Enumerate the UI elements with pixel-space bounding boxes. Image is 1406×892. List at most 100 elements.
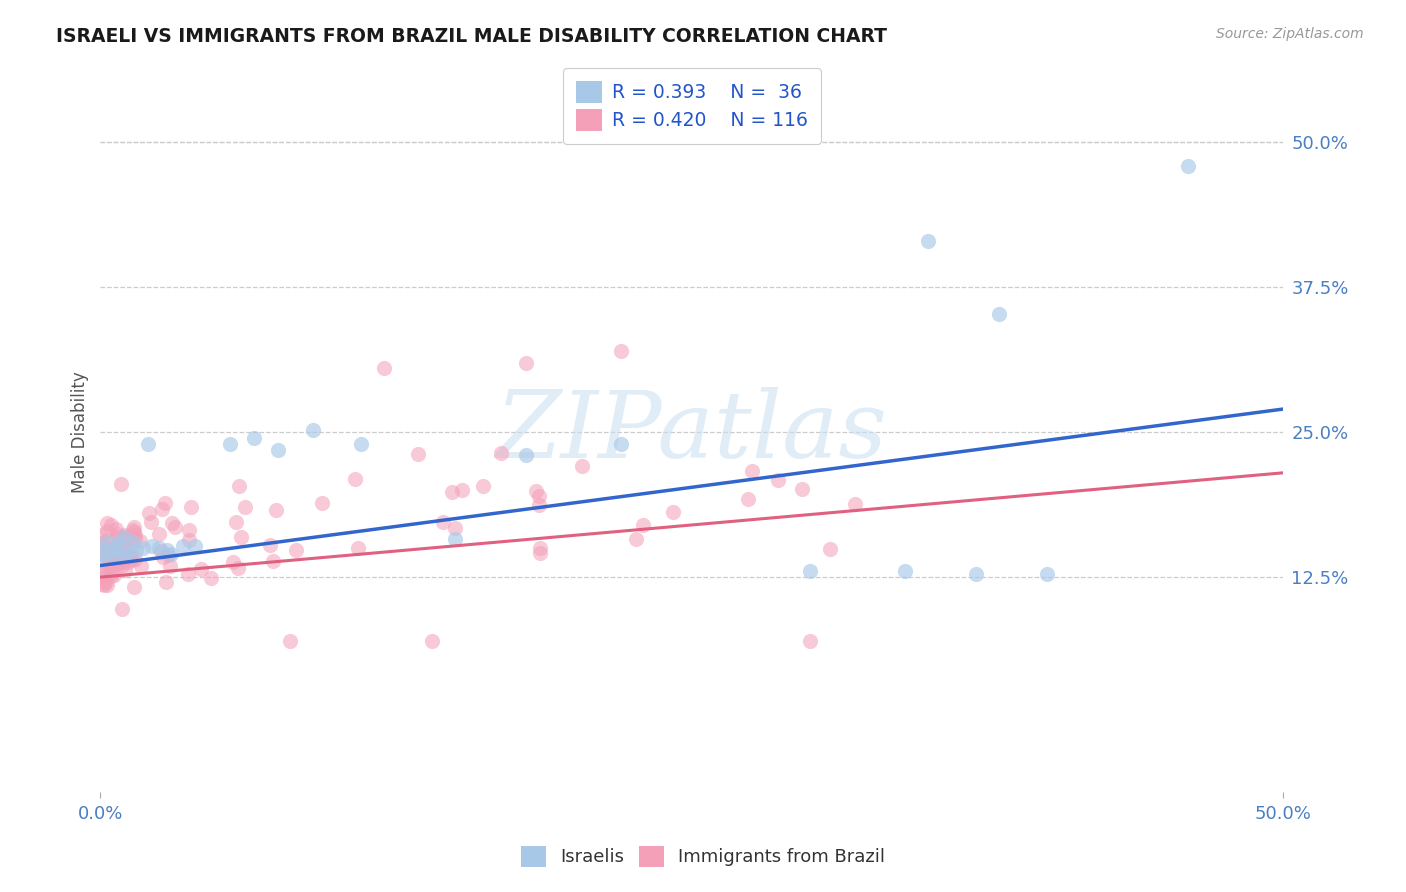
Point <box>121 523 143 537</box>
Point <box>125 543 148 558</box>
Point <box>893 565 915 579</box>
Point <box>93 578 115 592</box>
Point <box>118 547 141 561</box>
Point <box>112 547 135 561</box>
Point <box>818 541 841 556</box>
Point <box>1035 566 1057 581</box>
Point <box>571 459 593 474</box>
Point <box>155 543 177 558</box>
Point <box>917 234 939 248</box>
Point <box>148 526 170 541</box>
Point <box>114 563 136 577</box>
Point <box>160 547 183 561</box>
Point <box>219 437 242 451</box>
Point <box>96 516 118 530</box>
Point <box>94 541 117 555</box>
Point <box>94 566 117 580</box>
Point <box>988 307 1011 321</box>
Point <box>100 558 122 573</box>
Point <box>94 575 117 590</box>
Text: ISRAELI VS IMMIGRANTS FROM BRAZIL MALE DISABILITY CORRELATION CHART: ISRAELI VS IMMIGRANTS FROM BRAZIL MALE D… <box>56 27 887 45</box>
Point <box>89 541 111 556</box>
Point <box>117 555 139 569</box>
Point <box>631 518 654 533</box>
Point <box>799 633 821 648</box>
Point <box>90 536 112 550</box>
Point <box>262 553 284 567</box>
Y-axis label: Male Disability: Male Disability <box>72 371 89 493</box>
Point <box>122 525 145 540</box>
Point <box>91 566 114 581</box>
Point <box>111 529 134 543</box>
Point <box>440 484 463 499</box>
Point <box>124 552 146 566</box>
Point <box>141 539 163 553</box>
Point <box>122 520 145 534</box>
Point <box>91 576 114 591</box>
Point <box>662 504 685 518</box>
Point <box>225 515 247 529</box>
Point <box>444 532 467 546</box>
Point <box>1177 159 1199 173</box>
Point <box>529 546 551 560</box>
Point <box>122 580 145 594</box>
Point <box>150 502 173 516</box>
Point <box>114 528 136 542</box>
Point <box>515 356 537 370</box>
Point <box>100 518 122 533</box>
Point <box>96 535 118 549</box>
Point <box>105 526 128 541</box>
Point <box>737 491 759 506</box>
Point <box>155 574 177 589</box>
Point <box>284 543 307 558</box>
Point <box>177 566 200 581</box>
Point <box>160 516 183 531</box>
Point <box>110 558 132 573</box>
Point <box>311 496 333 510</box>
Point <box>221 555 243 569</box>
Point <box>766 473 789 487</box>
Point <box>799 565 821 579</box>
Point <box>155 496 177 510</box>
Point <box>529 489 551 503</box>
Point <box>111 555 134 569</box>
Point <box>118 551 141 566</box>
Point <box>420 633 443 648</box>
Point <box>96 548 118 562</box>
Point <box>200 571 222 585</box>
Point <box>180 500 202 514</box>
Point <box>163 520 186 534</box>
Point <box>121 553 143 567</box>
Point <box>103 549 125 563</box>
Point <box>110 476 132 491</box>
Point <box>89 553 111 567</box>
Point <box>138 506 160 520</box>
Point <box>515 449 537 463</box>
Point <box>120 544 142 558</box>
Point <box>131 558 153 573</box>
Point <box>347 541 370 555</box>
Point <box>105 541 128 556</box>
Point <box>406 447 429 461</box>
Point <box>471 478 494 492</box>
Legend: R = 0.393    N =  36, R = 0.420    N = 116: R = 0.393 N = 36, R = 0.420 N = 116 <box>562 68 821 144</box>
Point <box>373 361 395 376</box>
Point <box>343 472 366 486</box>
Point <box>122 535 145 549</box>
Point <box>96 533 118 547</box>
Point <box>136 437 159 451</box>
Point <box>93 551 115 566</box>
Point <box>107 540 129 554</box>
Point <box>108 535 131 549</box>
Point <box>104 532 127 546</box>
Point <box>259 538 281 552</box>
Point <box>108 553 131 567</box>
Text: Source: ZipAtlas.com: Source: ZipAtlas.com <box>1216 27 1364 41</box>
Point <box>91 570 114 584</box>
Point <box>741 464 763 478</box>
Point <box>233 500 256 515</box>
Point <box>103 550 125 565</box>
Point <box>267 442 290 457</box>
Point <box>529 541 551 555</box>
Point <box>264 502 287 516</box>
